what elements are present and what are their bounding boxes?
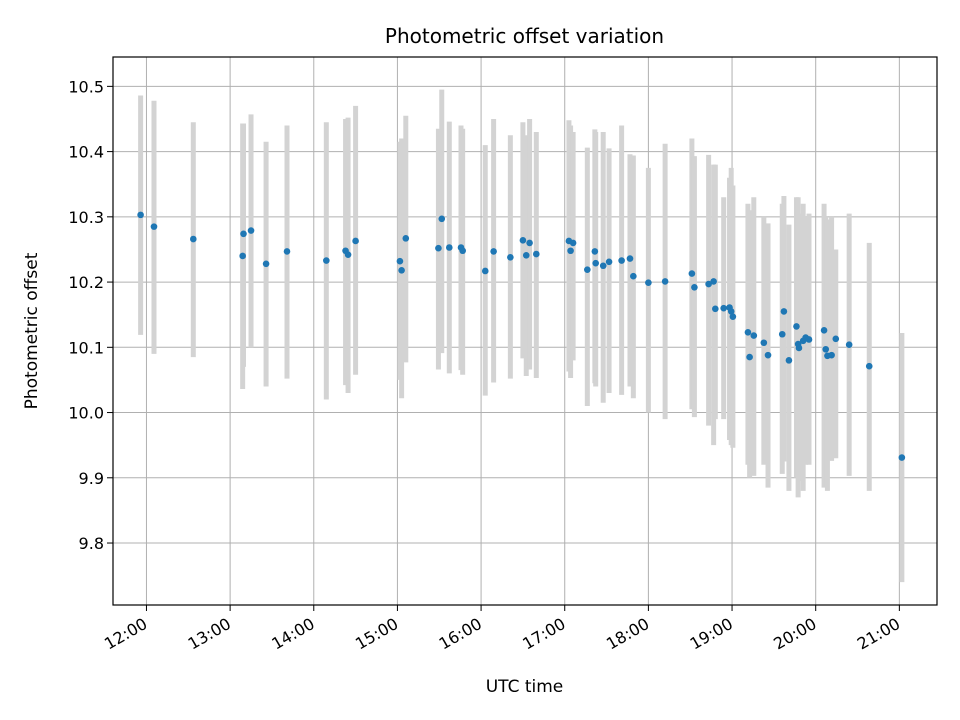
data-point <box>865 362 873 370</box>
data-point <box>190 235 197 243</box>
error-bars <box>138 89 905 583</box>
data-point <box>630 272 637 280</box>
data-point <box>780 308 788 315</box>
data-point <box>691 283 698 291</box>
data-point <box>283 248 291 255</box>
y-tick-label: 9.9 <box>79 469 104 488</box>
x-tick-label: 12:00 <box>101 614 150 654</box>
data-point <box>832 335 840 343</box>
data-point <box>445 244 453 251</box>
data-point <box>820 327 828 334</box>
data-point <box>661 278 669 285</box>
x-tick-label: 15:00 <box>352 614 401 654</box>
data-point <box>720 304 727 312</box>
data-point <box>898 454 906 461</box>
x-tick-label: 21:00 <box>854 614 903 654</box>
data-point <box>438 215 446 223</box>
x-tick-label: 19:00 <box>687 614 736 654</box>
data-point <box>605 258 613 266</box>
data-point <box>778 330 786 338</box>
data-point <box>626 255 634 262</box>
data-point <box>150 223 158 230</box>
data-point <box>352 237 359 245</box>
data-point <box>828 351 835 359</box>
y-tick-label: 10.2 <box>68 273 104 292</box>
y-tick-label: 10.1 <box>68 338 104 357</box>
data-point <box>526 239 533 247</box>
data-point <box>845 341 853 349</box>
y-axis-label: Photometric offset <box>22 252 42 409</box>
data-point <box>618 257 625 264</box>
data-point <box>746 353 753 361</box>
data-point <box>137 211 144 219</box>
x-tick-label: 14:00 <box>268 614 317 654</box>
data-point <box>705 280 712 288</box>
data-point <box>710 278 717 285</box>
plot-frame <box>112 56 938 606</box>
data-point <box>522 252 530 259</box>
data-point <box>805 336 813 343</box>
data-point <box>764 351 772 359</box>
x-axis: 12:00 13:00 14:00 15:00 16:00 17:00 18:00 19:00… <box>101 605 903 654</box>
y-axis: 9.8 9.9 10.0 10.1 10.2 10.3 10.4 10.5 <box>68 77 113 553</box>
data-point <box>569 239 577 247</box>
data-point <box>744 329 752 336</box>
x-tick-label: 20:00 <box>770 614 819 654</box>
data-point <box>398 267 405 274</box>
data-point <box>795 344 803 352</box>
x-tick-label: 16:00 <box>436 614 485 654</box>
data-point <box>247 227 255 234</box>
data-point <box>435 244 442 252</box>
y-tick-label: 10.3 <box>68 208 104 227</box>
data-point <box>785 357 793 364</box>
data-point <box>490 248 497 255</box>
data-point <box>591 248 599 255</box>
data-points <box>137 211 906 461</box>
chart-title: Photometric offset variation <box>385 24 664 48</box>
y-tick-label: 9.8 <box>79 534 104 553</box>
data-point <box>793 323 800 330</box>
data-point <box>567 247 574 255</box>
data-point <box>262 260 270 268</box>
data-point <box>712 305 719 313</box>
data-point <box>760 339 768 347</box>
x-tick-label: 17:00 <box>519 614 568 654</box>
data-point <box>459 247 466 255</box>
data-point <box>599 262 607 270</box>
data-point <box>688 270 696 277</box>
data-point <box>645 279 652 287</box>
y-tick-label: 10.4 <box>68 143 104 162</box>
data-point <box>519 237 527 244</box>
data-point <box>240 230 247 238</box>
data-point <box>323 257 330 264</box>
data-point <box>750 332 758 339</box>
data-point <box>727 308 735 315</box>
data-point <box>396 257 404 265</box>
data-point <box>239 252 246 260</box>
data-point <box>532 250 540 258</box>
data-point <box>822 345 830 353</box>
x-tick-label: 18:00 <box>603 614 652 654</box>
x-axis-label: UTC time <box>486 677 564 697</box>
data-point <box>592 259 599 267</box>
data-point <box>344 251 352 258</box>
data-point <box>402 235 410 242</box>
data-point <box>481 267 489 275</box>
x-tick-label: 13:00 <box>185 614 234 654</box>
data-point <box>729 313 737 320</box>
y-tick-label: 10.0 <box>68 404 104 423</box>
data-point <box>584 266 591 273</box>
y-tick-label: 10.5 <box>68 77 104 96</box>
data-point <box>507 253 514 261</box>
